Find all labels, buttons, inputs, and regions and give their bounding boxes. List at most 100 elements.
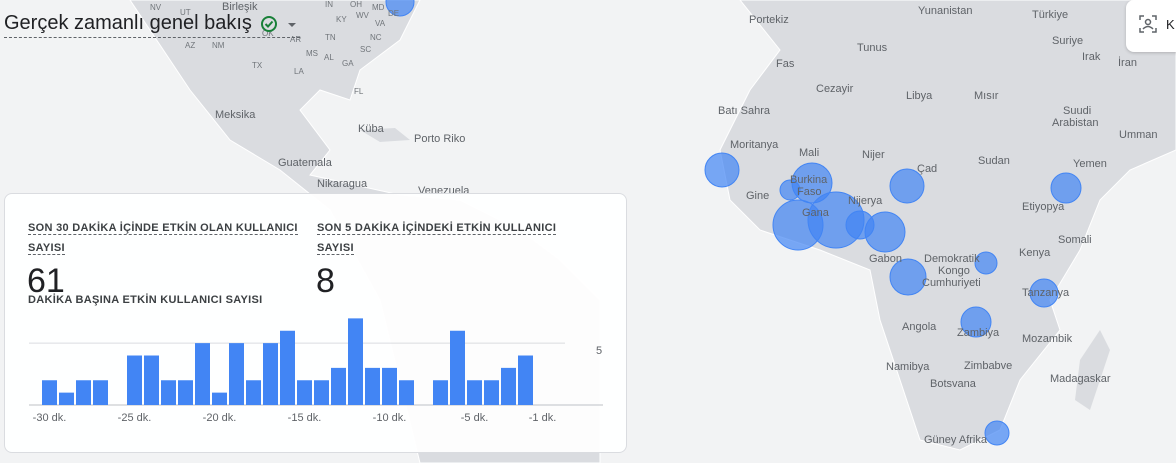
x-tick-label: -10 dk. xyxy=(373,412,407,424)
page-title: Gerçek zamanlı genel bakış xyxy=(4,12,252,34)
bar xyxy=(280,330,295,405)
map-label: Burkina xyxy=(790,174,828,186)
bar xyxy=(501,367,516,405)
map-label: Porto Riko xyxy=(414,133,465,145)
bar xyxy=(382,367,397,405)
map-label: Botsvana xyxy=(930,378,977,390)
map-label: Çad xyxy=(917,163,937,175)
map-label: WV xyxy=(356,11,370,20)
map-label: Mali xyxy=(799,147,819,159)
metric-value: 8 xyxy=(316,262,335,300)
map-label: NC xyxy=(370,33,382,42)
map-label: DE xyxy=(388,9,399,18)
bar xyxy=(178,380,193,405)
map-label: AZ xyxy=(185,41,195,50)
map-label: Demokratik xyxy=(924,253,980,265)
map-label: TX xyxy=(252,61,263,70)
map-label: Mozambik xyxy=(1022,333,1073,345)
map-label: FL xyxy=(354,87,364,96)
x-tick-label: -20 dk. xyxy=(203,412,237,424)
map-label: NM xyxy=(212,41,225,50)
map-label: Etiyopya xyxy=(1022,201,1065,213)
bar xyxy=(518,355,533,405)
map-label: IN xyxy=(325,0,333,9)
chart: 5 -30 dk. -25 dk. -20 dk. -15 dk. -10 dk. -5 d… xyxy=(29,318,603,424)
realtime-card: SON 30 DAKİKA İÇİNDE ETKİN OLAN KULLANIC… xyxy=(4,193,627,453)
metric-label: SON 30 DAKİKA İÇİNDE ETKİN OLAN KULLANIC… xyxy=(28,222,298,255)
map-label: Mısır xyxy=(974,90,999,102)
bar xyxy=(450,330,465,405)
map-label: Arabistan xyxy=(1052,117,1098,129)
map-label: Suudi xyxy=(1063,105,1091,117)
bar xyxy=(93,380,108,405)
x-tick-label: -1 dk. xyxy=(529,412,557,424)
map-label: Zambiya xyxy=(957,327,1000,339)
map-label: Somali xyxy=(1058,234,1092,246)
land xyxy=(360,128,410,142)
bar xyxy=(263,343,278,405)
map-label: TN xyxy=(325,33,336,42)
bar xyxy=(229,343,244,405)
map-label: Nikaragua xyxy=(317,178,368,190)
map-label: Nijer xyxy=(862,149,885,161)
bar xyxy=(348,318,363,405)
map-label: Batı Sahra xyxy=(718,105,771,117)
map-label: Türkiye xyxy=(1032,9,1068,21)
toolbar-button[interactable]: K xyxy=(1126,0,1176,52)
x-tick-label: -25 dk. xyxy=(118,412,152,424)
metric-label: SON 5 DAKİKA İÇİNDEKİ ETKİN KULLANICI SA… xyxy=(317,222,557,255)
map-label: Gana xyxy=(802,207,830,219)
bar xyxy=(467,380,482,405)
bar xyxy=(246,380,261,405)
map-label: Küba xyxy=(358,123,385,135)
bar xyxy=(144,355,159,405)
chart-title: DAKİKA BAŞINA ETKİN KULLANICI SAYISI xyxy=(28,294,263,306)
bar xyxy=(331,367,346,405)
map-label: GA xyxy=(342,59,354,68)
bar xyxy=(59,392,74,405)
map-label: Güney Afrika xyxy=(924,434,988,446)
map-label: Irak xyxy=(1082,51,1101,63)
status-icons xyxy=(260,15,296,32)
map-label: AL xyxy=(324,53,334,62)
bar xyxy=(433,380,448,405)
bar xyxy=(42,380,57,405)
bar xyxy=(212,392,227,405)
map-label: Cumhuriyeti xyxy=(922,277,981,289)
map-label: Nijerya xyxy=(848,195,883,207)
map-label: Guatemala xyxy=(278,157,333,169)
map-label: Zimbabve xyxy=(964,360,1012,372)
bar xyxy=(314,380,329,405)
bar xyxy=(484,380,499,405)
map-label: Kongo xyxy=(938,265,970,277)
bar xyxy=(297,380,312,405)
map-label: Faso xyxy=(797,186,821,198)
map-label: LA xyxy=(294,67,304,76)
map-label: Angola xyxy=(902,321,937,333)
x-tick-label: -5 dk. xyxy=(461,412,489,424)
bar xyxy=(127,355,142,405)
map-label: Madagaskar xyxy=(1050,373,1111,385)
bar xyxy=(161,380,176,405)
map-label: Fas xyxy=(776,58,795,70)
map-label: SC xyxy=(360,45,371,54)
map-label: Birleşik xyxy=(222,1,258,13)
map-label: Portekiz xyxy=(749,14,789,26)
map-label: NV xyxy=(150,3,162,12)
map-label: Namibya xyxy=(886,361,930,373)
map-label: Umman xyxy=(1119,129,1158,141)
bar xyxy=(76,380,91,405)
page-header[interactable]: Gerçek zamanlı genel bakış xyxy=(4,12,300,38)
button-label: K xyxy=(1166,17,1175,32)
map-label: Gine xyxy=(746,190,769,202)
map-label: OH xyxy=(350,0,362,9)
map-label: İran xyxy=(1118,56,1137,69)
user-bubbles xyxy=(385,0,1082,446)
map-label: Sudan xyxy=(978,155,1010,167)
x-tick-label: -15 dk. xyxy=(288,412,322,424)
map-label: KY xyxy=(336,15,347,24)
map-label: Tunus xyxy=(857,42,888,54)
map-label: MD xyxy=(372,3,385,12)
map-label: VA xyxy=(375,19,386,28)
